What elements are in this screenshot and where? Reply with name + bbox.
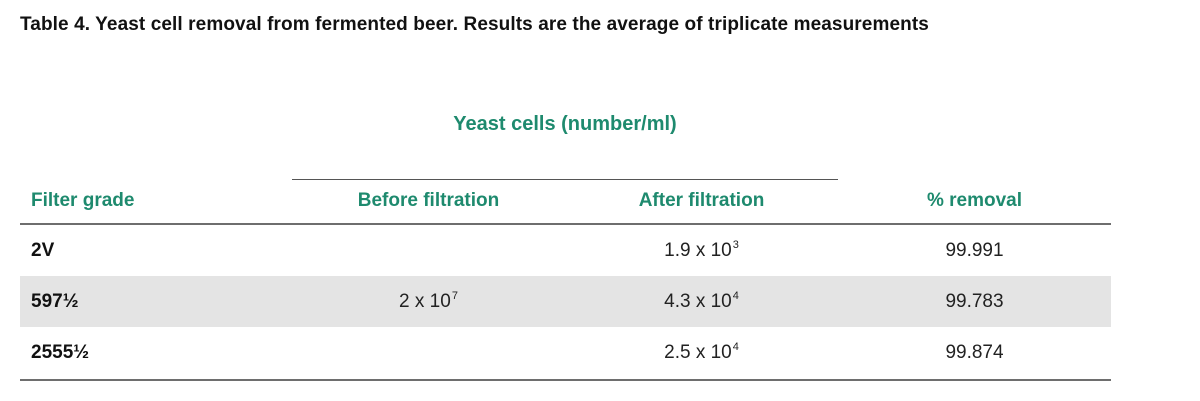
removal-cell: 99.874 (945, 342, 1004, 363)
exponent: 4 (732, 341, 739, 353)
table-row: 2V 1.9 x 103 99.991 (20, 225, 1111, 276)
header-rule (20, 223, 1111, 225)
exponent: 4 (732, 290, 739, 302)
bottom-rule (20, 379, 1111, 381)
after-filtration-cell: 4.3 x 104 (565, 276, 838, 327)
column-header-filter-grade: Filter grade (31, 190, 135, 211)
removal-cell: 99.783 (945, 291, 1004, 312)
exponent: 3 (732, 239, 739, 251)
removal-cell: 99.991 (945, 240, 1004, 261)
filter-grade-cell: 2V (31, 240, 55, 261)
table-caption: Table 4. Yeast cell removal from ferment… (20, 14, 929, 35)
table-row: 2555½ 2.5 x 104 99.874 (20, 327, 1111, 378)
filter-grade-cell: 2555½ (31, 342, 90, 363)
before-filtration-value: 2 x 10 (399, 291, 451, 312)
before-filtration-cell: 2 x 107 (292, 276, 565, 327)
after-filtration-cell: 2.5 x 104 (565, 327, 838, 378)
group-header-rule (292, 179, 838, 180)
table-row: 597½ 4.3 x 104 99.783 (20, 276, 1111, 327)
after-filtration-cell: 1.9 x 103 (565, 225, 838, 276)
after-filtration-value: 2.5 x 10 (664, 342, 732, 363)
column-header-after-filtration: After filtration (638, 190, 765, 211)
filter-grade-cell: 597½ (31, 291, 79, 312)
column-header-before-filtration: Before filtration (357, 190, 500, 211)
exponent: 7 (451, 290, 458, 302)
after-filtration-value: 1.9 x 10 (664, 240, 732, 261)
group-header: Yeast cells (number/ml) (453, 113, 677, 135)
after-filtration-value: 4.3 x 10 (664, 291, 732, 312)
column-header-removal: % removal (926, 190, 1023, 211)
